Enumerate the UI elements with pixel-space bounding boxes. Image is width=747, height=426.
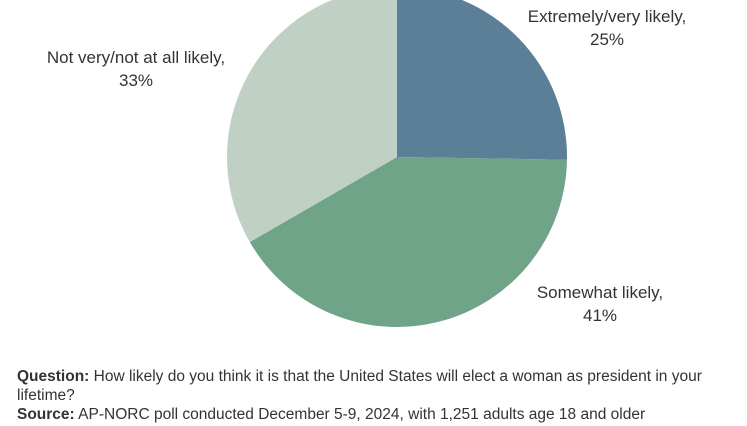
pie-slice-1 (397, 0, 567, 160)
slice-value-3: 33% (119, 71, 153, 90)
slice-label-1: Extremely/very likely, (528, 7, 686, 26)
question-label: Question: (17, 368, 90, 385)
footnote: Question: How likely do you think it is … (17, 367, 732, 424)
pie-slice-3 (227, 0, 397, 242)
slice-value-2: 41% (583, 306, 617, 325)
source-label: Source: (17, 406, 75, 423)
pie-slice-2 (249, 157, 567, 327)
question-text: How likely do you think it is that the U… (17, 368, 702, 404)
slice-label-3: Not very/not at all likely, (47, 48, 225, 67)
slice-value-1: 25% (590, 30, 624, 49)
source-note: Source: AP-NORC poll conducted December … (17, 405, 732, 424)
pie-slices (227, 0, 567, 327)
slice-label-2: Somewhat likely, (537, 283, 663, 302)
question-note: Question: How likely do you think it is … (17, 367, 732, 405)
source-text: AP-NORC poll conducted December 5-9, 202… (74, 406, 646, 423)
pie-labels: Extremely/very likely, 25% Somewhat likely… (47, 7, 686, 325)
